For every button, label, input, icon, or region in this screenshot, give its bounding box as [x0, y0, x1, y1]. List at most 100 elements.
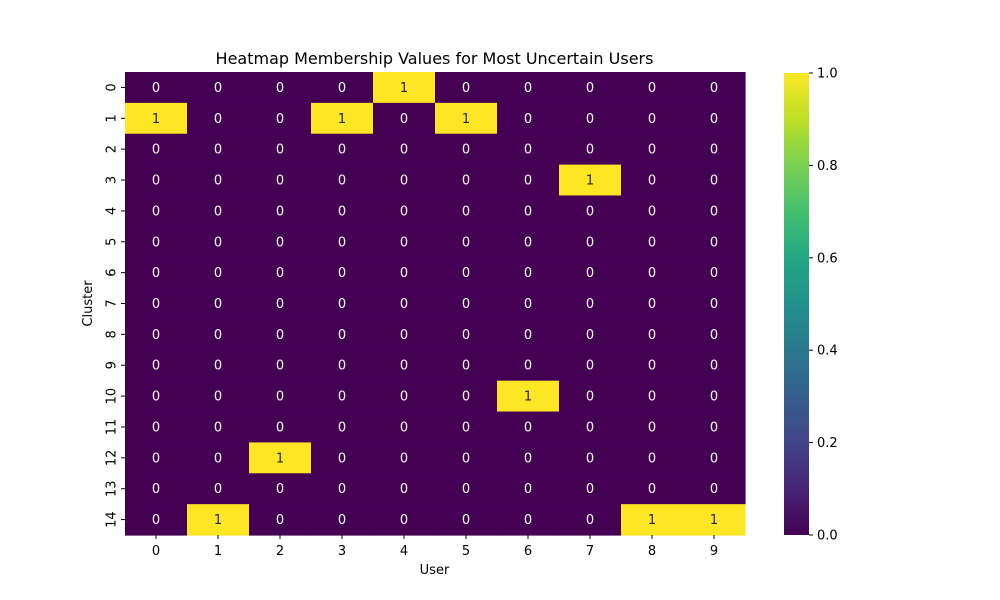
- heatmap-cell: [187, 133, 250, 166]
- heatmap-cell: [125, 442, 188, 474]
- heatmap-cell: [125, 473, 188, 505]
- heatmap-cell: [683, 72, 746, 104]
- heatmap-cell: [559, 473, 622, 505]
- cell-value-label: 0: [648, 204, 656, 219]
- heatmap-cell: [497, 164, 560, 197]
- cell-value-label: 0: [462, 297, 470, 312]
- heatmap-cell: [497, 504, 560, 536]
- heatmap-cell: [683, 288, 746, 320]
- cell-value-label: 0: [648, 359, 656, 374]
- heatmap-cell: [187, 318, 250, 351]
- cell-value-label: 0: [524, 328, 532, 343]
- heatmap-cell: [311, 226, 374, 258]
- cell-value-label: 0: [462, 81, 470, 96]
- heatmap-cell: [497, 226, 560, 258]
- cell-value-label: 0: [214, 482, 222, 497]
- cell-value-label: 0: [648, 112, 656, 127]
- heatmap-cell: [559, 102, 622, 135]
- heatmap-cell: [373, 133, 436, 166]
- heatmap-cell: [125, 133, 188, 166]
- heatmap-cell: [435, 257, 498, 289]
- heatmap-cell: [497, 133, 560, 166]
- cell-value-label: 0: [648, 297, 656, 312]
- heatmap-cell: [435, 473, 498, 505]
- heatmap-cell: [621, 318, 684, 351]
- heatmap-cell: [187, 257, 250, 289]
- x-tick-label: 0: [152, 544, 160, 559]
- cell-value-label: 0: [276, 174, 284, 189]
- heatmap-cell: [373, 195, 436, 227]
- cell-value-label: 0: [276, 235, 284, 250]
- cell-value-label: 0: [400, 143, 408, 158]
- cell-value-label: 0: [214, 451, 222, 466]
- colorbar-tick-label: 1.0: [817, 67, 838, 82]
- x-tick-label: 1: [214, 544, 222, 559]
- cell-value-label: 0: [152, 390, 160, 405]
- cell-value-label: 0: [586, 81, 594, 96]
- heatmap-cell: [125, 195, 188, 227]
- heatmap-cell: [373, 72, 436, 104]
- heatmap-cell: [187, 164, 250, 197]
- x-tick-label: 4: [400, 544, 408, 559]
- cell-value-label: 0: [214, 359, 222, 374]
- cell-value-label: 0: [152, 359, 160, 374]
- heatmap-cell: [621, 380, 684, 413]
- cell-value-label: 0: [648, 143, 656, 158]
- cell-value-label: 0: [648, 266, 656, 281]
- cell-value-label: 0: [586, 112, 594, 127]
- heatmap-cell: [373, 257, 436, 289]
- cell-value-label: 1: [648, 513, 656, 528]
- cell-value-label: 0: [524, 420, 532, 435]
- heatmap-cell: [187, 349, 250, 382]
- heatmap-cell: [559, 133, 622, 166]
- heatmap-cell: [125, 380, 188, 413]
- heatmap-cell: [621, 504, 684, 536]
- colorbar-tick-label: 0.4: [817, 344, 838, 359]
- cell-value-label: 0: [276, 112, 284, 127]
- heatmap-cell: [559, 226, 622, 258]
- cell-value-label: 0: [524, 174, 532, 189]
- cell-value-label: 0: [462, 420, 470, 435]
- x-tick-label: 2: [276, 544, 284, 559]
- heatmap-cell: [187, 195, 250, 227]
- heatmap-cell: [683, 195, 746, 227]
- cell-value-label: 0: [710, 112, 718, 127]
- heatmap-cell: [497, 442, 560, 474]
- colorbar: [784, 73, 809, 535]
- cell-value-label: 0: [648, 81, 656, 96]
- cell-value-label: 0: [586, 297, 594, 312]
- heatmap-cell: [249, 411, 312, 443]
- cell-value-label: 0: [400, 390, 408, 405]
- heatmap-cell: [683, 133, 746, 166]
- cell-value-label: 0: [152, 81, 160, 96]
- heatmap-cell: [435, 349, 498, 382]
- heatmap-cell: [621, 102, 684, 135]
- cell-value-label: 0: [524, 143, 532, 158]
- cell-value-label: 0: [400, 266, 408, 281]
- cell-value-label: 0: [710, 143, 718, 158]
- heatmap-cell: [311, 164, 374, 197]
- heatmap-cell: [311, 442, 374, 474]
- heatmap-cell: [497, 195, 560, 227]
- heatmap-cell: [311, 72, 374, 104]
- cell-value-label: 1: [214, 513, 222, 528]
- cell-value-label: 0: [710, 390, 718, 405]
- cell-value-label: 0: [524, 112, 532, 127]
- heatmap-cell: [249, 349, 312, 382]
- cell-value-label: 0: [214, 390, 222, 405]
- heatmap-cell: [559, 504, 622, 536]
- cell-value-label: 0: [710, 174, 718, 189]
- heatmap-cell: [311, 504, 374, 536]
- cell-value-label: 0: [710, 266, 718, 281]
- cell-value-label: 0: [152, 174, 160, 189]
- cell-value-label: 0: [462, 204, 470, 219]
- heatmap-cell: [373, 318, 436, 351]
- y-tick-label: 11: [105, 419, 120, 436]
- heatmap-cell: [249, 164, 312, 197]
- heatmap-cell: [249, 133, 312, 166]
- heatmap-cell: [373, 226, 436, 258]
- heatmap-cell: [249, 442, 312, 474]
- heatmap-cell: [125, 72, 188, 104]
- cell-value-label: 0: [152, 297, 160, 312]
- x-tick-label: 5: [462, 544, 470, 559]
